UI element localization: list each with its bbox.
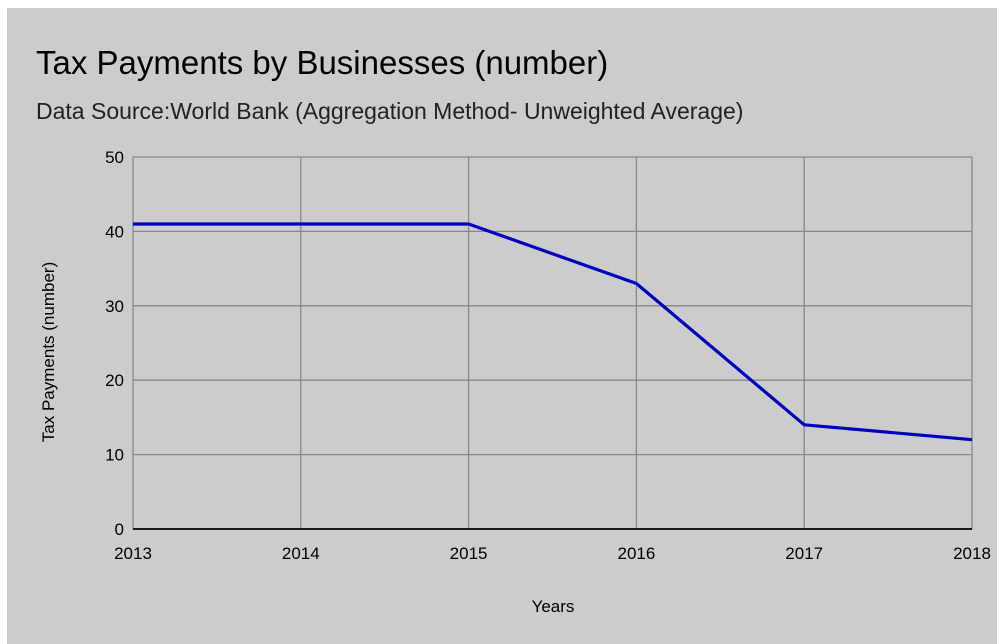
- chart-subtitle: Data Source:World Bank (Aggregation Meth…: [36, 98, 744, 124]
- x-tick-label: 2016: [617, 544, 655, 563]
- y-tick-label: 30: [105, 297, 124, 316]
- y-tick-label: 20: [105, 371, 124, 390]
- x-tick-label: 2017: [785, 544, 823, 563]
- chart-card: [7, 8, 997, 644]
- series-layer: [132, 222, 973, 442]
- chart-title: Tax Payments by Businesses (number): [36, 44, 609, 81]
- x-axis-title: Years: [532, 597, 575, 616]
- x-tick-label: 2015: [450, 544, 488, 563]
- y-tick-label: 40: [105, 222, 124, 241]
- x-tick-label: 2014: [282, 544, 320, 563]
- tick-labels: 0 10 20 30 40 50 2013 2014 2015 2016 2017 2018: [105, 148, 991, 563]
- x-tick-label: 2018: [953, 544, 991, 563]
- gridlines: [132, 156, 973, 529]
- y-axis-title: Tax Payments (number): [39, 262, 58, 442]
- x-tick-label: 2013: [114, 544, 152, 563]
- y-tick-label: 0: [115, 520, 124, 539]
- y-tick-label: 50: [105, 148, 124, 167]
- y-tick-label: 10: [105, 446, 124, 465]
- series-line: [133, 222, 973, 442]
